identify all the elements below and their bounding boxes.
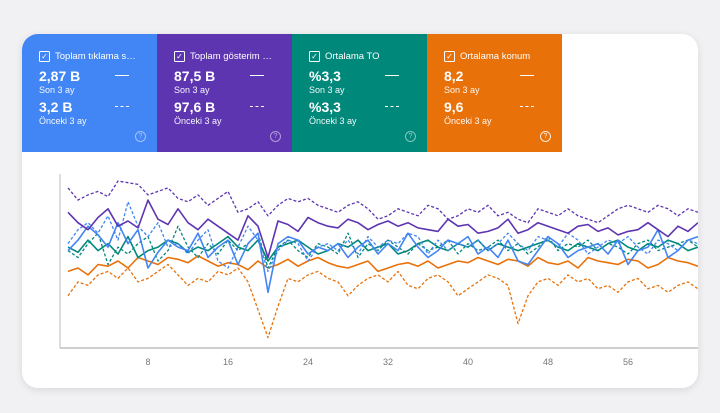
- series-line-7-dashed[interactable]: [67, 263, 698, 339]
- metric-title: Ortalama konum: [460, 51, 531, 62]
- help-circle-icon[interactable]: ?: [540, 131, 551, 142]
- checkbox-checked-icon[interactable]: ✓: [174, 51, 185, 62]
- metric-header: ✓ Ortalama TO: [309, 51, 417, 62]
- series-line-6-solid[interactable]: [67, 255, 698, 276]
- x-tick-label: 40: [463, 357, 473, 367]
- metric-value: 87,5 B: [174, 68, 216, 84]
- x-tick-label: 56: [623, 357, 633, 367]
- solid-line-legend-icon: [520, 75, 534, 76]
- x-tick-label: 16: [223, 357, 233, 367]
- solid-line-legend-icon: [115, 75, 129, 76]
- previous-period-row: 3,2 B Önceki 3 ay: [39, 99, 147, 127]
- checkbox-checked-icon[interactable]: ✓: [444, 51, 455, 62]
- current-period-row: 2,87 B Son 3 ay: [39, 68, 147, 96]
- metric-value: %3,3: [309, 68, 341, 84]
- help-circle-icon[interactable]: ?: [270, 131, 281, 142]
- help-circle-icon[interactable]: ?: [405, 131, 416, 142]
- metric-header: ✓ Toplam tıklama s…: [39, 51, 147, 62]
- previous-period-row: %3,3 Önceki 3 ay: [309, 99, 417, 127]
- x-tick-label: 24: [303, 357, 313, 367]
- metric-tile-impressions[interactable]: ✓ Toplam gösterim … 87,5 B Son 3 ay 97,6 B…: [157, 34, 292, 152]
- metric-tile-ctr[interactable]: ✓ Ortalama TO %3,3 Son 3 ay %3,3 Önceki 3 a…: [292, 34, 427, 152]
- metric-prev-period-label: Önceki 3 ay: [39, 116, 87, 126]
- dashed-line-legend-icon: [385, 106, 399, 107]
- metric-prev-period-label: Önceki 3 ay: [444, 116, 492, 126]
- series-line-0-solid[interactable]: [67, 199, 698, 259]
- solid-line-legend-icon: [250, 75, 264, 76]
- metric-header: ✓ Ortalama konum: [444, 51, 552, 62]
- metric-value: 2,87 B: [39, 68, 81, 84]
- metric-title: Toplam tıklama s…: [55, 51, 136, 62]
- metric-period-label: Son 3 ay: [39, 85, 75, 95]
- metric-title: Toplam gösterim …: [190, 51, 272, 62]
- metric-prev-value: 3,2 B: [39, 99, 73, 115]
- current-period-row: 8,2 Son 3 ay: [444, 68, 552, 96]
- metric-period-label: Son 3 ay: [309, 85, 345, 95]
- dashed-line-legend-icon: [115, 106, 129, 107]
- series-line-3-dashed[interactable]: [67, 201, 698, 273]
- metric-period-label: Son 3 ay: [174, 85, 210, 95]
- metric-title: Ortalama TO: [325, 51, 380, 62]
- metric-tile-position[interactable]: ✓ Ortalama konum 8,2 Son 3 ay 9,6 Önceki 3 …: [427, 34, 562, 152]
- metric-period-label: Son 3 ay: [444, 85, 480, 95]
- x-tick-label: 8: [145, 357, 150, 367]
- dashed-line-legend-icon: [520, 106, 534, 107]
- series-line-4-solid[interactable]: [67, 235, 698, 262]
- metric-value: 8,2: [444, 68, 464, 84]
- help-circle-icon[interactable]: ?: [135, 131, 146, 142]
- metric-prev-value: 97,6 B: [174, 99, 216, 115]
- checkbox-checked-icon[interactable]: ✓: [39, 51, 50, 62]
- metric-header: ✓ Toplam gösterim …: [174, 51, 282, 62]
- series-line-1-dashed[interactable]: [67, 180, 698, 224]
- metric-prev-value: 9,6: [444, 99, 464, 115]
- x-tick-label: 48: [543, 357, 553, 367]
- performance-line-chart[interactable]: 8 16 24 32 40 48 56: [22, 152, 698, 388]
- current-period-row: 87,5 B Son 3 ay: [174, 68, 282, 96]
- series-line-2-solid[interactable]: [67, 221, 698, 294]
- previous-period-row: 97,6 B Önceki 3 ay: [174, 99, 282, 127]
- current-period-row: %3,3 Son 3 ay: [309, 68, 417, 96]
- dashed-line-legend-icon: [250, 106, 264, 107]
- checkbox-checked-icon[interactable]: ✓: [309, 51, 320, 62]
- metric-prev-period-label: Önceki 3 ay: [309, 116, 357, 126]
- x-tick-label: 32: [383, 357, 393, 367]
- previous-period-row: 9,6 Önceki 3 ay: [444, 99, 552, 127]
- solid-line-legend-icon: [385, 75, 399, 76]
- metric-prev-period-label: Önceki 3 ay: [174, 116, 222, 126]
- metric-prev-value: %3,3: [309, 99, 341, 115]
